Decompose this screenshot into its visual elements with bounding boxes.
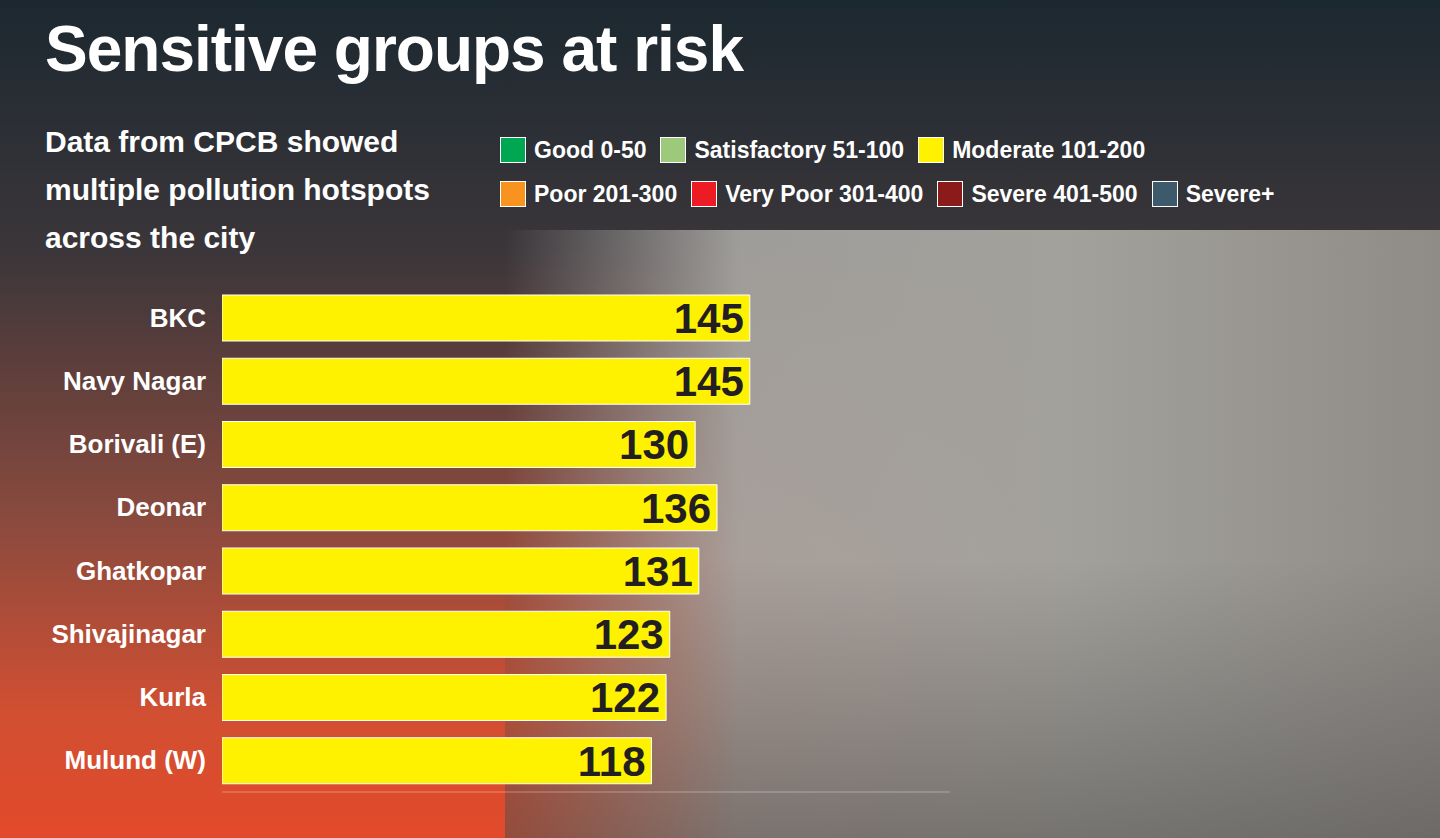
html-text:Sensitive groups at risk: Sensitive groups at risk (45, 13, 743, 85)
svg-text:Borivali (E): Borivali (E) (69, 429, 206, 459)
svg-text:Mulund (W): Mulund (W) (65, 745, 207, 775)
svg-text:123: 123 (594, 611, 664, 658)
svg-text:Deonar: Deonar (116, 492, 206, 522)
svg-text:118: 118 (578, 738, 646, 785)
html-text:Severe+: Severe+ (1185, 180, 1275, 207)
svg-text:122: 122 (590, 674, 660, 721)
html-text:Satisfactory 51-100: Satisfactory 51-100 (694, 136, 905, 163)
html-text:Moderate 101-200: Moderate 101-200 (952, 136, 1146, 163)
svg-text:131: 131 (623, 548, 693, 595)
svg-text:Ghatkopar: Ghatkopar (76, 556, 206, 586)
html-text:Severe 401-500: Severe 401-500 (971, 180, 1138, 207)
svg-text:145: 145 (674, 295, 744, 342)
svg-text:136: 136 (641, 485, 711, 532)
html-text:Poor 201-300: Poor 201-300 (534, 180, 678, 207)
html-text:Data from CPCB showed multiple: Data from CPCB showed multiple pollution… (45, 125, 430, 254)
svg-text:145: 145 (674, 358, 744, 405)
html-text:Good 0-50: Good 0-50 (534, 136, 647, 163)
svg-text:Kurla: Kurla (140, 682, 207, 712)
svg-text:BKC: BKC (150, 303, 207, 333)
svg-text:Shivajinagar: Shivajinagar (51, 619, 206, 649)
html-text:Very Poor 301-400: Very Poor 301-400 (725, 180, 924, 207)
svg-text:130: 130 (619, 421, 689, 468)
svg-text:Navy Nagar: Navy Nagar (63, 366, 206, 396)
